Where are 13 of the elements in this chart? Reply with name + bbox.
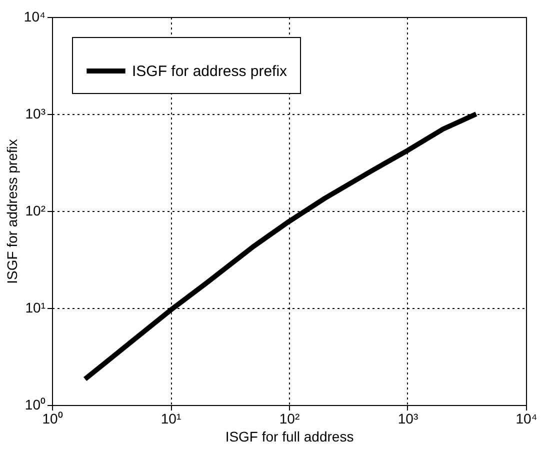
y-axis-title: ISGF for address prefix [4,139,20,284]
y-tick-label: 10⁰ [24,396,46,412]
x-tick-label: 10⁰ [42,410,63,426]
y-tick-label: 10¹ [25,300,46,316]
legend-label: ISGF for address prefix [132,63,288,80]
x-axis-title: ISGF for full address [225,428,354,444]
y-tick-label: 10³ [25,106,46,122]
x-tick-label: 10³ [398,410,418,426]
y-tick-label: 10⁴ [24,8,46,24]
x-tick-label: 10⁴ [516,410,538,426]
y-tick-label: 10² [25,202,46,218]
x-tick-label: 10² [279,410,300,426]
x-tick-label: 10¹ [160,410,182,426]
